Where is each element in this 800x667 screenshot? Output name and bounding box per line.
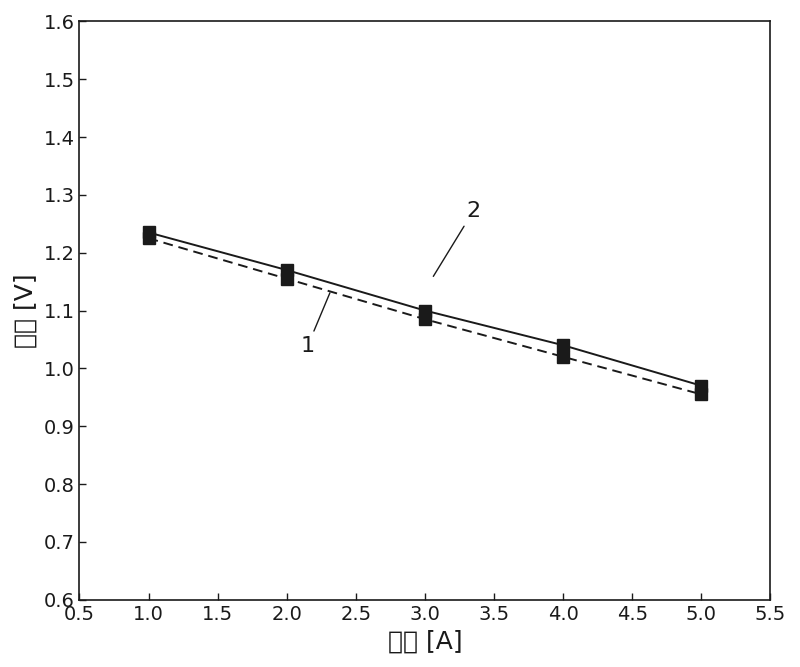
- Text: 1: 1: [301, 293, 330, 356]
- Y-axis label: 电压 [V]: 电压 [V]: [14, 273, 38, 348]
- X-axis label: 电流 [A]: 电流 [A]: [388, 629, 462, 653]
- Text: 2: 2: [434, 201, 480, 276]
